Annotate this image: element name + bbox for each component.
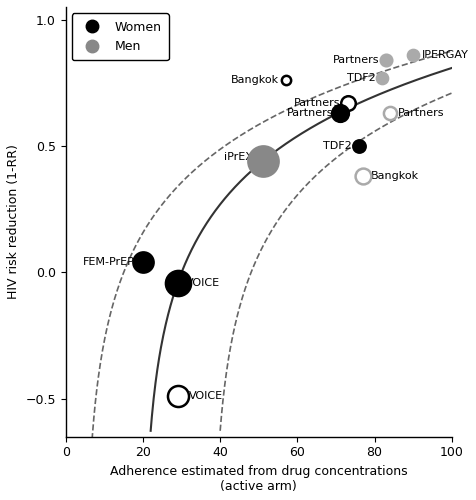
Text: TDF2: TDF2 (323, 141, 351, 151)
Text: FEM-PrEP: FEM-PrEP (82, 258, 134, 268)
Point (378, 74, 386, 82)
Text: iPrEX: iPrEX (224, 152, 252, 162)
Text: Partners: Partners (397, 108, 444, 118)
Point (408, 51, 416, 59)
Text: VOICE: VOICE (188, 392, 222, 402)
Point (281, 76, 289, 84)
Point (358, 172, 366, 180)
Point (335, 109, 343, 117)
X-axis label: Adherence estimated from drug concentrations
(active arm): Adherence estimated from drug concentrat… (110, 465, 407, 493)
Point (174, 278, 181, 286)
Text: Partners: Partners (286, 108, 332, 118)
Point (386, 109, 393, 117)
Text: VOICE: VOICE (186, 278, 220, 287)
Y-axis label: HIV risk reduction (1-RR): HIV risk reduction (1-RR) (7, 144, 20, 300)
Point (343, 99, 351, 107)
Text: Partners: Partners (294, 98, 340, 108)
Point (382, 56, 389, 64)
Point (258, 157, 266, 165)
Text: Bangkok: Bangkok (230, 76, 278, 86)
Point (174, 392, 181, 400)
Text: TDF2: TDF2 (346, 72, 375, 83)
Text: IPERGAY: IPERGAY (421, 50, 467, 60)
Text: Bangkok: Bangkok (371, 172, 418, 181)
Point (139, 258, 147, 266)
Legend: Women, Men: Women, Men (72, 13, 169, 60)
Point (355, 142, 362, 150)
Text: Partners: Partners (332, 55, 378, 65)
